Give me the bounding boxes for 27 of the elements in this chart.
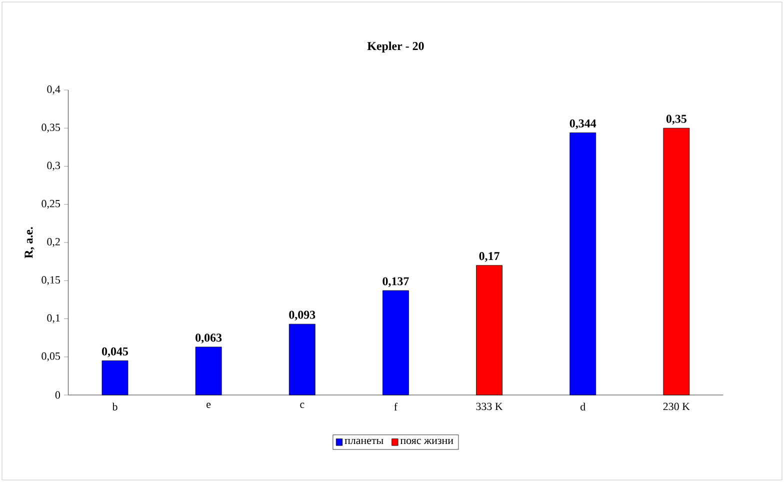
x-tick-label: d [580, 402, 586, 410]
y-axis-title: R, а.е. [24, 227, 34, 258]
y-tick-label: 0,2 [47, 238, 60, 247]
y-tick-label: 0,05 [42, 352, 60, 362]
data-label: 0,17 [479, 252, 500, 262]
data-label: 0,344 [570, 119, 596, 130]
y-tick-label: 0,1 [47, 314, 60, 324]
chart-title: Kepler - 20 [367, 42, 424, 53]
x-tick-label: 230 K [663, 402, 690, 410]
x-tick-label: c [300, 402, 304, 408]
y-tick-label: 0,15 [42, 276, 60, 286]
legend-label: пояс жизни [400, 438, 454, 444]
data-label: 0,093 [289, 310, 316, 321]
x-tick-label: b [112, 402, 118, 410]
x-tick-label: f [394, 402, 398, 410]
data-label: 0,045 [102, 347, 128, 358]
y-tick-label: 0,25 [42, 200, 60, 209]
y-tick-label: 0,3 [47, 162, 60, 171]
data-label: 0,063 [196, 334, 222, 344]
data-label: 0,35 [666, 114, 686, 125]
legend-label: планеты [344, 438, 384, 444]
y-tick-label: 0 [55, 391, 60, 399]
y-tick-label: 0,35 [42, 124, 60, 133]
y-tick-label: 0,4 [47, 86, 60, 94]
x-tick-label: e [206, 402, 211, 408]
x-tick-label: 333 K [476, 402, 503, 410]
data-label: 0,137 [382, 277, 409, 288]
